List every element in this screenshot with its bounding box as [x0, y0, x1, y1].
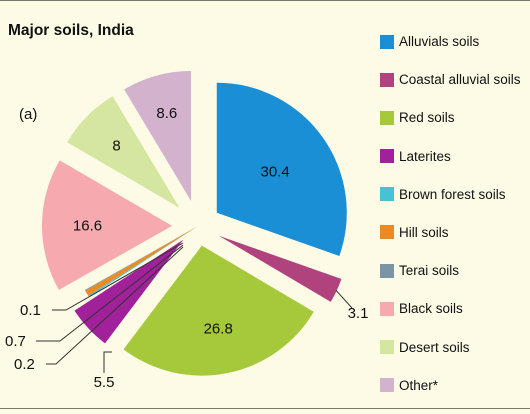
data-label-other: 8.6	[156, 105, 177, 122]
data-label-hill-soils: 0.7	[5, 333, 26, 350]
legend-label: Brown forest soils	[399, 186, 506, 202]
legend-swatch	[380, 340, 394, 354]
legend-item-hill-soils: Hill soils	[380, 223, 530, 242]
legend-swatch	[380, 110, 394, 125]
legend-item-alluvials-soils: Alluvials soils	[380, 32, 530, 51]
legend-item-other: Other*	[380, 376, 530, 395]
legend-item-red-soils: Red soils	[380, 108, 530, 127]
legend-swatch	[380, 225, 394, 240]
pie-slice-black-soils	[42, 160, 173, 290]
legend-swatch	[380, 72, 394, 87]
leader-line-hill-soils	[36, 244, 184, 342]
legend-swatch	[380, 34, 394, 49]
legend-swatch	[380, 187, 394, 202]
legend-item-laterites: Laterites	[380, 147, 530, 166]
legend-label: Desert soils	[399, 339, 470, 355]
legend-item-black-soils: Black soils	[380, 299, 530, 318]
leader-line-coastal-alluvial-soils	[335, 290, 353, 309]
leader-line-laterites	[103, 351, 112, 373]
legend-item-brown-forest-soils: Brown forest soils	[380, 185, 530, 204]
legend-label: Coastal alluvial soils	[399, 72, 521, 88]
data-label-terai-soils: 0.1	[20, 302, 41, 319]
panel-label: (a)	[19, 106, 38, 123]
legend-label: Laterites	[399, 148, 451, 164]
pie-slice-hill-soils	[85, 226, 198, 296]
data-label-red-soils: 26.8	[204, 321, 233, 338]
legend-label: Other*	[399, 377, 439, 393]
leader-line-terai-soils	[52, 242, 184, 311]
legend-item-terai-soils: Terai soils	[380, 261, 530, 280]
legend-label: Black soils	[399, 301, 463, 317]
pie-slice-other	[124, 70, 192, 201]
pie-slice-desert-soils	[67, 96, 180, 208]
legend-swatch	[380, 301, 394, 316]
legend-label: Red soils	[399, 110, 455, 126]
data-label-laterites: 5.5	[94, 374, 115, 391]
legend-label: Hill soils	[399, 224, 449, 240]
legend: Alluvials soils Coastal alluvial soils Red…	[380, 32, 530, 414]
data-label-black-soils: 16.6	[73, 217, 102, 234]
pie-slice-terai-soils	[84, 226, 198, 291]
data-label-alluvials-soils: 30.4	[260, 163, 289, 180]
legend-swatch	[380, 149, 394, 164]
data-label-desert-soils: 8	[112, 138, 120, 155]
legend-item-coastal-alluvial-soils: Coastal alluvial soils	[380, 70, 530, 89]
legend-swatch	[380, 378, 394, 393]
leader-line-brown-forest-soils	[46, 246, 184, 365]
legend-item-desert-soils: Desert soils	[380, 338, 530, 357]
legend-label: Alluvials soils	[399, 34, 480, 49]
data-label-coastal-alluvial-soils: 3.1	[348, 305, 369, 322]
legend-label: Terai soils	[399, 263, 460, 279]
pie-slice-red-soils	[123, 245, 314, 376]
pie-slice-alluvials-soils	[216, 82, 347, 256]
legend-swatch	[380, 263, 394, 278]
pie-slice-coastal-alluvial-soils	[218, 235, 342, 302]
data-label-brown-forest-soils: 0.2	[14, 356, 35, 373]
pie-slice-brown-forest-soils	[88, 226, 198, 298]
chart-title: Major soils, India	[8, 22, 134, 39]
